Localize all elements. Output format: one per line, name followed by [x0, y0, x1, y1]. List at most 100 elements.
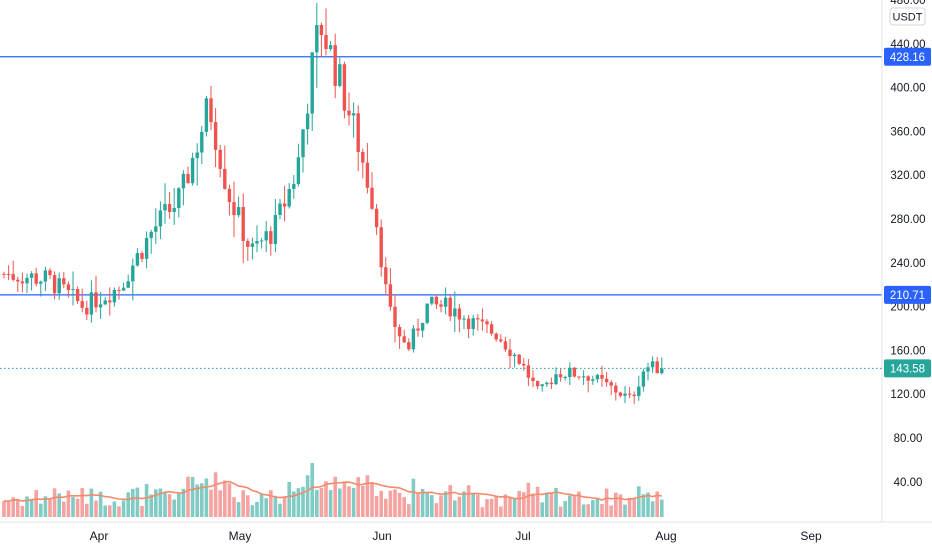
candle-body — [384, 267, 388, 285]
candles-layer — [2, 2, 664, 405]
volume-bar — [75, 498, 80, 517]
volume-bar — [577, 491, 581, 517]
volume-bar — [526, 482, 531, 517]
volume-bar — [324, 481, 328, 517]
volume-bar — [609, 505, 613, 517]
candle-body — [89, 292, 94, 315]
volume-bar — [402, 497, 406, 517]
candle-body — [457, 308, 462, 320]
time-tick-label: Jun — [372, 529, 391, 543]
candle-body — [338, 64, 342, 86]
candle-body — [430, 296, 434, 304]
volume-bar — [531, 493, 535, 517]
volume-bar — [140, 505, 144, 517]
volume-bar — [453, 500, 457, 517]
currency-badge[interactable]: USDT — [889, 7, 926, 26]
volume-bar — [117, 506, 121, 517]
volume-bar — [195, 484, 199, 517]
volume-bar — [16, 499, 20, 517]
volume-bar — [604, 488, 609, 517]
price-level-labels: 428.16 210.71 — [884, 47, 931, 304]
volume-bar — [296, 488, 301, 517]
candle-body — [209, 98, 213, 123]
time-axis[interactable]: Apr May Jun Jul Aug Sep — [90, 529, 822, 543]
volume-bar — [508, 497, 512, 517]
volume-bar — [660, 499, 664, 517]
volume-bar — [545, 493, 549, 517]
volume-bar — [650, 501, 655, 517]
volume-bar — [499, 506, 503, 517]
candle-body — [117, 289, 121, 291]
volume-bar — [71, 496, 75, 517]
volume-bar — [278, 503, 282, 517]
volume-bar — [89, 488, 94, 517]
candle-body — [499, 339, 503, 342]
candle-body — [407, 342, 411, 350]
candle-body — [471, 318, 475, 329]
candle-body — [361, 151, 365, 163]
volume-bar — [627, 497, 632, 517]
volume-bar — [246, 495, 250, 517]
candle-body — [94, 292, 98, 308]
candle-body — [632, 394, 636, 397]
volume-bar — [434, 503, 439, 517]
candle-body — [342, 64, 347, 111]
candle-body — [595, 374, 600, 380]
candle-body — [448, 297, 452, 317]
candle-body — [296, 157, 301, 185]
volume-bar — [388, 490, 393, 517]
volume-bar — [485, 499, 489, 517]
last-price-text: 143.58 — [890, 363, 925, 375]
candle-body — [126, 281, 130, 288]
volume-bar — [522, 492, 526, 517]
candle-body — [259, 240, 264, 242]
candle-body — [250, 243, 255, 247]
price-tick-label: 80.00 — [894, 433, 923, 445]
volume-bar — [384, 498, 388, 517]
volume-bar — [103, 505, 107, 517]
volume-bar — [209, 489, 213, 517]
axes-layer: 40.00 80.00 120.00 160.00 200.00 240.00 280.00… — [0, 0, 932, 543]
candle-body — [236, 207, 241, 216]
price-axis[interactable]: 40.00 80.00 120.00 160.00 200.00 240.00 280.00… — [890, 0, 925, 489]
candle-body — [172, 208, 176, 212]
volume-bar — [52, 488, 57, 517]
volume-bar — [213, 472, 218, 517]
volume-bar — [494, 496, 498, 517]
volume-bar — [397, 492, 402, 517]
candle-body — [365, 162, 370, 188]
candle-body — [462, 318, 466, 320]
candle-body — [177, 188, 181, 209]
candle-body — [563, 376, 567, 378]
candle-body — [641, 371, 646, 387]
candle-body — [476, 318, 480, 320]
volume-bar — [85, 503, 89, 517]
plot-area[interactable] — [0, 2, 882, 517]
volume-bar — [223, 480, 227, 517]
volume-bar — [163, 491, 167, 517]
volume-bar — [112, 501, 117, 517]
volume-bar — [190, 476, 195, 517]
candle-body — [411, 328, 416, 350]
volume-bar — [200, 483, 204, 517]
volume-bar — [351, 487, 356, 517]
candle-body — [637, 386, 641, 397]
volume-bar — [66, 490, 71, 517]
price-tick-label: 280.00 — [890, 214, 925, 226]
candle-body — [489, 324, 494, 334]
candle-body — [223, 168, 227, 189]
candle-body — [646, 367, 650, 372]
volume-bar — [586, 504, 590, 517]
candle-body — [554, 374, 558, 385]
volume-bar — [172, 499, 176, 517]
volume-bar — [623, 504, 627, 517]
candle-body — [347, 110, 351, 116]
candle-body — [43, 270, 48, 282]
candle-body — [319, 25, 324, 36]
time-tick-label: May — [229, 529, 252, 543]
volume-bar — [476, 494, 480, 517]
volume-bar — [177, 493, 181, 517]
volume-bar — [425, 493, 429, 517]
